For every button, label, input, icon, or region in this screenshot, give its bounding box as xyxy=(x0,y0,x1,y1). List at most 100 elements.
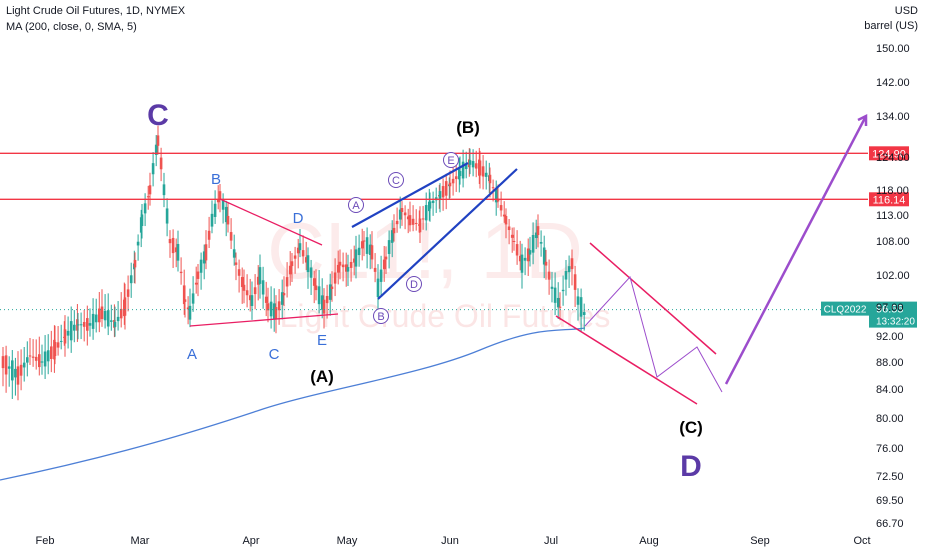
candle-body xyxy=(499,205,503,211)
last-price-tag xyxy=(869,301,917,328)
candle-body xyxy=(272,303,276,320)
price-tick: 88.00 xyxy=(876,357,904,369)
price-tick: 150.00 xyxy=(876,43,910,55)
candle-body xyxy=(341,264,345,268)
candle-body xyxy=(461,161,465,179)
candle-body xyxy=(261,280,265,295)
circled-wave-label: A xyxy=(352,200,360,212)
wave-label-sub: D xyxy=(293,210,304,227)
price-tick: 69.50 xyxy=(876,495,904,507)
candles-layer xyxy=(1,125,586,401)
candle-body xyxy=(567,266,571,273)
candle-body xyxy=(116,316,120,322)
candle-body xyxy=(148,185,152,195)
candle-body xyxy=(162,184,166,196)
candle-body xyxy=(387,240,391,255)
candle-body xyxy=(448,182,452,187)
candle-body xyxy=(333,272,337,284)
candle-body xyxy=(73,324,76,331)
candle-body xyxy=(204,244,208,261)
candle-body xyxy=(154,144,158,155)
price-tick: 142.00 xyxy=(876,77,910,89)
candle-body xyxy=(288,265,292,275)
candle-body xyxy=(266,303,270,311)
candle-body xyxy=(293,255,297,259)
candle-body xyxy=(186,307,190,310)
candle-body xyxy=(207,230,211,240)
candle-body xyxy=(431,200,435,204)
candle-body xyxy=(11,360,14,381)
candle-body xyxy=(478,160,482,176)
circled-wave-label: E xyxy=(447,155,454,167)
candle-body xyxy=(165,208,169,224)
candle-body xyxy=(411,218,415,225)
candle-body xyxy=(373,267,377,272)
candle-body xyxy=(216,198,220,203)
candle-body xyxy=(280,292,284,305)
candle-body xyxy=(523,257,527,261)
candle-body xyxy=(547,271,551,280)
candle-body xyxy=(451,178,455,184)
price-tick: 108.00 xyxy=(876,236,910,248)
price-tick: 92.00 xyxy=(876,331,904,343)
time-tick: Feb xyxy=(36,535,55,547)
candle-body xyxy=(213,203,217,217)
candle-body xyxy=(556,297,560,308)
candle-body xyxy=(553,287,557,303)
candle-body xyxy=(285,277,289,287)
candle-body xyxy=(400,208,404,212)
candle-body xyxy=(59,340,63,342)
projection-path[interactable] xyxy=(584,275,723,393)
circled-wave-label: D xyxy=(410,279,418,291)
candle-body xyxy=(248,295,252,301)
triangle-lower[interactable] xyxy=(189,313,339,327)
candle-body xyxy=(526,248,530,262)
channel-lower[interactable] xyxy=(555,315,698,405)
wave-drawings xyxy=(189,113,868,405)
candle-body xyxy=(176,244,180,261)
price-tick: 80.00 xyxy=(876,413,904,425)
candle-body xyxy=(28,355,32,357)
channel-upper[interactable] xyxy=(589,242,717,355)
candle-body xyxy=(336,264,340,273)
candle-body xyxy=(133,259,137,268)
candle-body xyxy=(151,163,155,175)
candle-body xyxy=(274,307,278,319)
candle-body xyxy=(53,342,57,356)
candle-body xyxy=(168,239,172,244)
candle-body xyxy=(325,295,329,304)
candle-body xyxy=(474,163,478,169)
candle-body xyxy=(183,299,187,302)
candle-body xyxy=(338,261,342,266)
candle-body xyxy=(22,362,26,368)
wedge-upper[interactable] xyxy=(351,162,469,228)
candle-body xyxy=(43,351,47,367)
price-tick: 84.00 xyxy=(876,384,904,396)
time-axis[interactable]: Feb Mar Apr May Jun Jul Aug Sep Oct xyxy=(36,535,871,547)
candle-body xyxy=(444,181,448,196)
wedge-lower[interactable] xyxy=(377,168,518,300)
price-axis[interactable]: 66.70 69.50 72.50 76.00 80.00 84.00 88.00 92.00… xyxy=(876,43,910,530)
candle-body xyxy=(496,198,500,202)
candle-body xyxy=(34,356,38,361)
candle-body xyxy=(362,240,366,242)
candle-body xyxy=(159,157,163,170)
time-tick: Oct xyxy=(853,535,870,547)
candle-body xyxy=(468,160,472,165)
candle-body xyxy=(100,306,104,320)
candle-body xyxy=(317,286,321,305)
candle-body xyxy=(242,284,246,291)
projection-arrow[interactable] xyxy=(724,115,868,385)
candle-body xyxy=(76,324,80,326)
time-tick: Jun xyxy=(441,535,459,547)
candle-body xyxy=(424,205,428,221)
moving-average-layer xyxy=(0,327,586,481)
candle-body xyxy=(320,295,324,310)
time-tick: Aug xyxy=(639,535,659,547)
candle-body xyxy=(484,172,488,177)
candle-body xyxy=(46,350,50,362)
candle-body xyxy=(346,267,350,272)
triangle-upper[interactable] xyxy=(219,198,323,246)
candle-body xyxy=(502,214,506,217)
